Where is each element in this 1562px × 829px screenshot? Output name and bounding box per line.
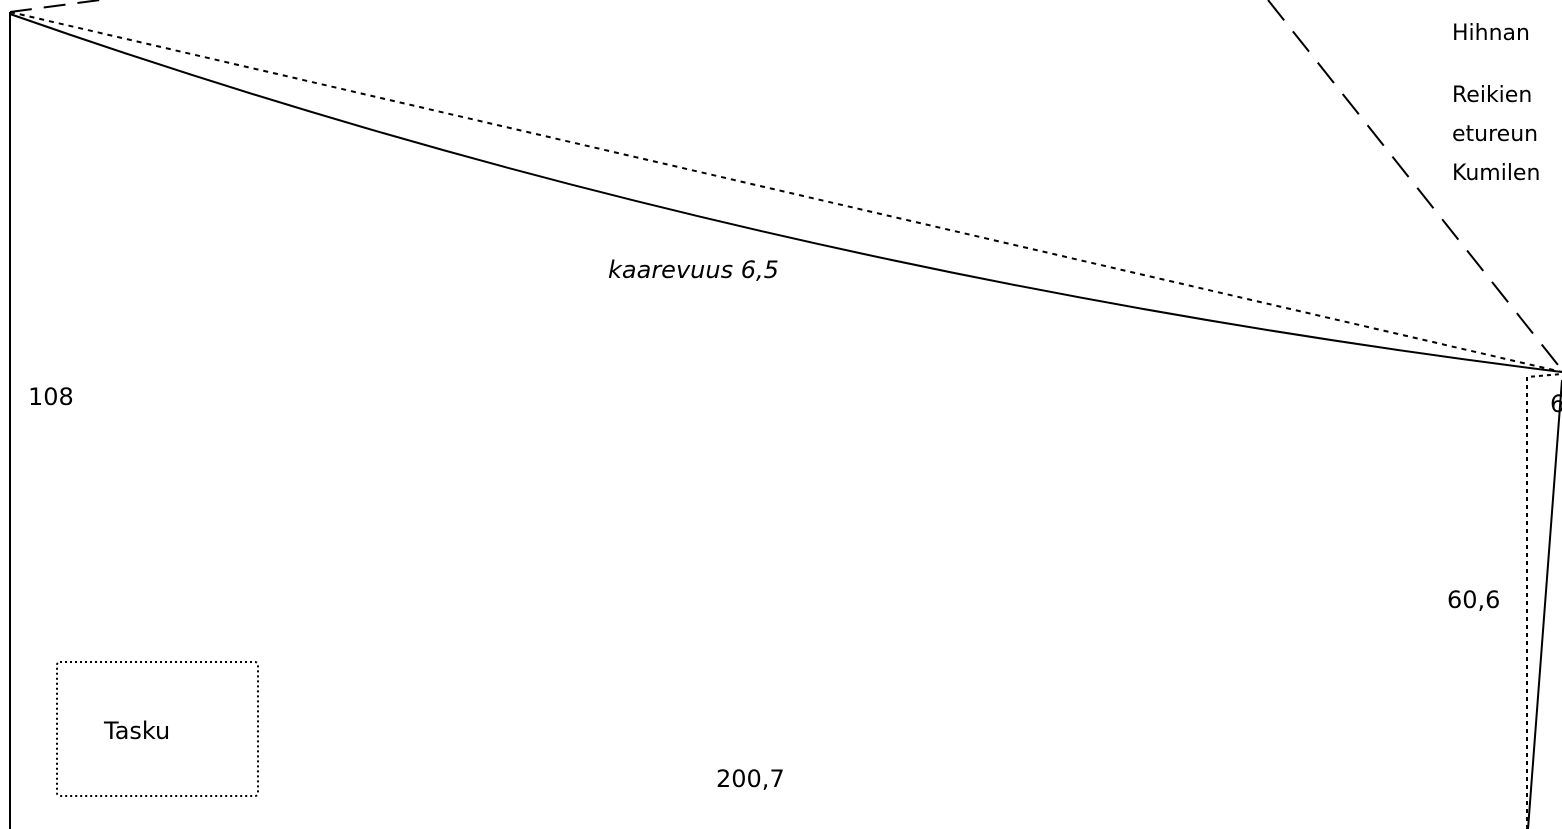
- note-line-2: Reikien: [1452, 83, 1532, 108]
- curvature-label: kaarevuus 6,5: [608, 256, 779, 284]
- dashed-edge-top-left: [9, 0, 101, 13]
- pocket-outline: [56, 661, 259, 797]
- dotted-reference-line: [9, 11, 1562, 373]
- pocket-label: Tasku: [103, 717, 170, 745]
- curved-top-edge: [9, 13, 1562, 373]
- right-slanted-edge: [1527, 379, 1562, 829]
- left-height-label: 108: [28, 383, 74, 411]
- dotted-corner-line: [1526, 373, 1562, 829]
- note-line-3: etureun: [1452, 122, 1538, 147]
- note-line-1: Hihnan: [1452, 21, 1530, 46]
- bottom-width-label: 200,7: [716, 765, 785, 793]
- note-line-4: Kumilen: [1452, 161, 1540, 186]
- corner-cut-label: 6: [1550, 390, 1562, 418]
- right-height-label: 60,6: [1447, 586, 1500, 614]
